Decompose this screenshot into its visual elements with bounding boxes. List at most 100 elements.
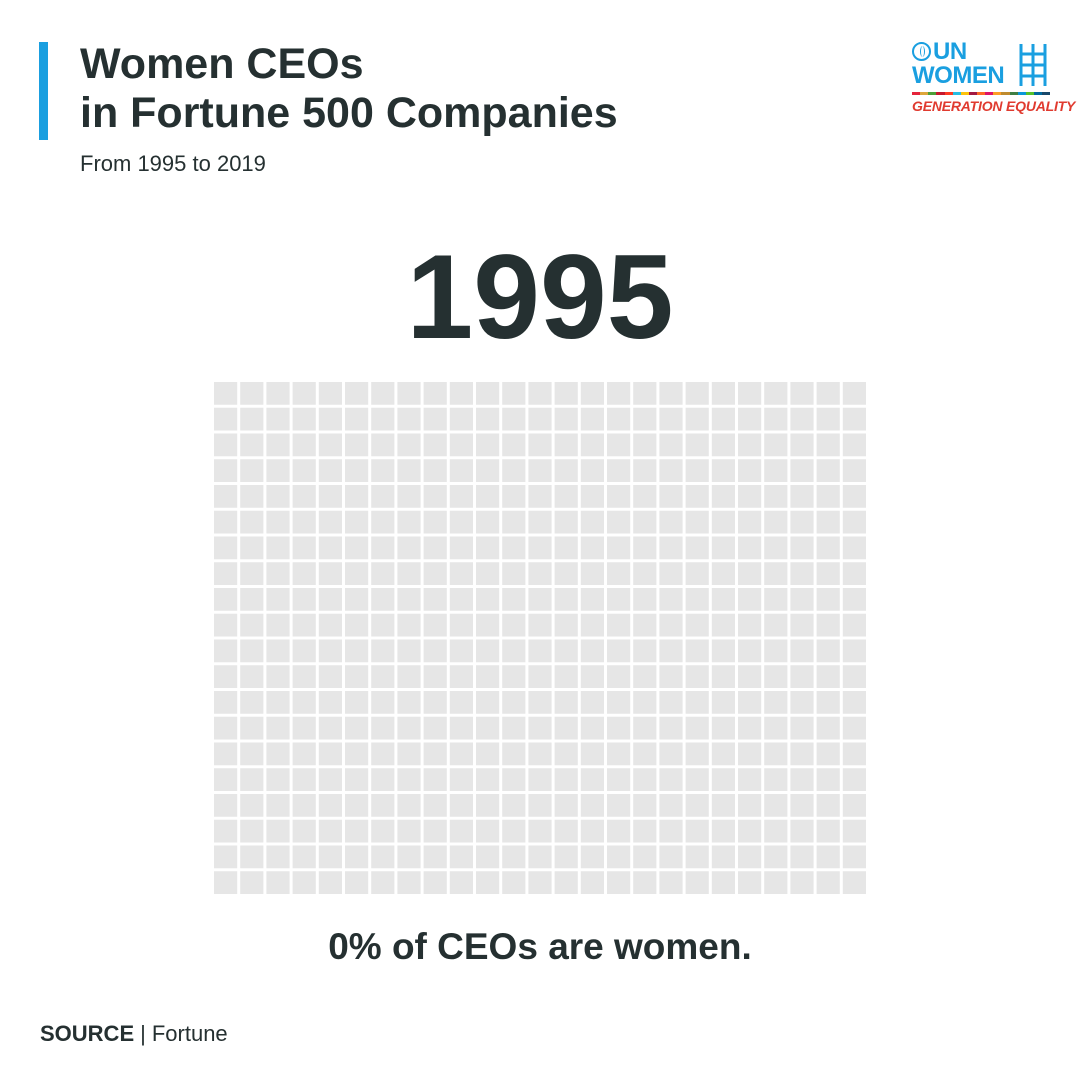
waffle-cell xyxy=(502,742,526,766)
waffle-cell xyxy=(764,819,788,843)
waffle-cell xyxy=(685,382,709,405)
logo-un-text: UN xyxy=(933,38,967,65)
waffle-cell xyxy=(790,485,814,508)
waffle-cell xyxy=(318,562,342,585)
waffle-cell xyxy=(711,871,735,894)
waffle-cell xyxy=(607,382,631,405)
waffle-cell xyxy=(345,485,369,508)
waffle-cell xyxy=(738,665,762,688)
waffle-cell xyxy=(371,562,395,585)
waffle-cell xyxy=(449,639,473,663)
waffle-cell xyxy=(528,665,552,688)
waffle-cell xyxy=(528,536,552,560)
page-title: Women CEOs in Fortune 500 Companies xyxy=(80,40,618,138)
waffle-cell xyxy=(790,510,814,534)
waffle-cell xyxy=(790,588,814,611)
waffle-cell xyxy=(345,768,369,791)
waffle-cell xyxy=(685,613,709,637)
waffle-cell xyxy=(423,819,447,843)
waffle-cell xyxy=(476,510,500,534)
waffle-cell xyxy=(345,613,369,637)
waffle-cell xyxy=(580,588,604,611)
waffle-cell xyxy=(659,536,683,560)
waffle-cell xyxy=(423,510,447,534)
waffle-cell xyxy=(685,768,709,791)
waffle-cell xyxy=(607,433,631,457)
waffle-cell xyxy=(292,433,316,457)
chart-caption: 0% of CEOs are women. xyxy=(328,926,752,967)
waffle-cell xyxy=(345,588,369,611)
waffle-cell xyxy=(240,665,264,688)
waffle-cell xyxy=(659,588,683,611)
waffle-cell xyxy=(397,845,421,869)
waffle-cell xyxy=(397,794,421,817)
waffle-cell xyxy=(266,562,290,585)
waffle-cell xyxy=(554,433,578,457)
logo-tagline: GENERATION EQUALITY xyxy=(912,98,1076,114)
waffle-cell xyxy=(476,639,500,663)
waffle-cell xyxy=(266,665,290,688)
waffle-cell xyxy=(397,871,421,894)
title-line-2: in Fortune 500 Companies xyxy=(80,89,618,137)
waffle-cell xyxy=(764,588,788,611)
waffle-cell xyxy=(580,665,604,688)
waffle-cell xyxy=(397,742,421,766)
waffle-cell xyxy=(633,742,657,766)
waffle-cell xyxy=(423,459,447,482)
waffle-cell xyxy=(659,845,683,869)
waffle-cell xyxy=(292,613,316,637)
logo-color-stripe xyxy=(912,92,1051,95)
waffle-cell xyxy=(764,691,788,714)
waffle-cell xyxy=(816,819,840,843)
waffle-cell xyxy=(371,407,395,431)
waffle-cell xyxy=(266,433,290,457)
waffle-cell xyxy=(711,845,735,869)
waffle-cell xyxy=(449,665,473,688)
waffle-cell xyxy=(292,407,316,431)
waffle-cell xyxy=(790,407,814,431)
waffle-cell xyxy=(502,665,526,688)
waffle-cell xyxy=(528,639,552,663)
waffle-cell xyxy=(607,819,631,843)
waffle-cell xyxy=(816,794,840,817)
waffle-cell xyxy=(764,742,788,766)
waffle-cell xyxy=(240,562,264,585)
waffle-cell xyxy=(633,382,657,405)
waffle-cell xyxy=(266,794,290,817)
waffle-cell xyxy=(449,871,473,894)
waffle-cell xyxy=(371,536,395,560)
waffle-cell xyxy=(371,716,395,740)
waffle-cell xyxy=(633,845,657,869)
waffle-cell xyxy=(345,382,369,405)
waffle-cell xyxy=(633,613,657,637)
waffle-cell xyxy=(318,407,342,431)
waffle-cell xyxy=(266,407,290,431)
waffle-cell xyxy=(423,794,447,817)
waffle-cell xyxy=(318,794,342,817)
waffle-cell xyxy=(711,382,735,405)
waffle-cell xyxy=(266,459,290,482)
waffle-cell xyxy=(633,562,657,585)
waffle-cell xyxy=(685,742,709,766)
chart-year-heading: 1995 xyxy=(406,230,674,364)
waffle-cell xyxy=(318,459,342,482)
waffle-cell xyxy=(554,691,578,714)
waffle-cell xyxy=(266,845,290,869)
waffle-cell xyxy=(633,665,657,688)
waffle-cell xyxy=(554,742,578,766)
waffle-cell xyxy=(318,768,342,791)
waffle-cell xyxy=(318,588,342,611)
waffle-cell xyxy=(633,716,657,740)
waffle-cell xyxy=(449,691,473,714)
waffle-cell xyxy=(528,433,552,457)
waffle-cell xyxy=(711,794,735,817)
waffle-cell xyxy=(318,845,342,869)
waffle-cell xyxy=(685,845,709,869)
waffle-cell xyxy=(449,536,473,560)
waffle-cell xyxy=(554,588,578,611)
waffle-cell xyxy=(659,768,683,791)
waffle-cell xyxy=(816,382,840,405)
waffle-cell xyxy=(842,845,866,869)
waffle-cell xyxy=(528,407,552,431)
waffle-cell xyxy=(790,433,814,457)
